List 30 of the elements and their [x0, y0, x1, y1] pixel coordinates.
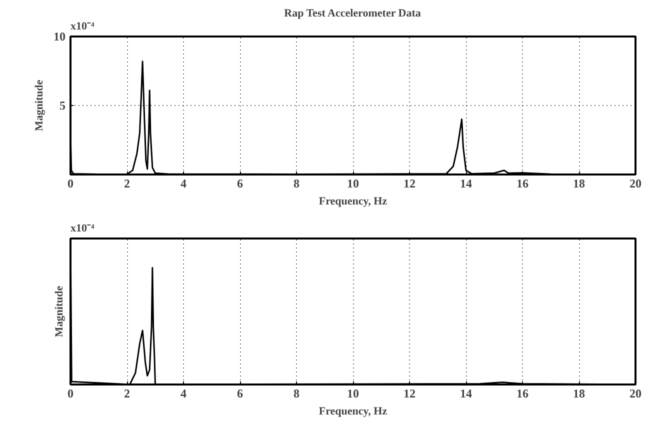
text: x10⁻⁴	[70, 20, 95, 32]
x-tick-label: 8	[294, 386, 300, 400]
x-tick-label: 2	[124, 386, 130, 400]
x-tick-label: 6	[237, 386, 243, 400]
chart-title: Rap Test Accelerometer Data	[284, 8, 422, 20]
x-tick-label: 0	[68, 386, 74, 400]
y-axis-title: Magnitude	[54, 286, 66, 338]
x-axis-title: Frequency, Hz	[318, 406, 388, 418]
x-tick-label: 4	[180, 386, 186, 400]
y-axis-title: Magnitude	[34, 80, 46, 132]
x-tick-label: 16	[516, 176, 528, 190]
x-axis-title: Frequency, Hz	[318, 196, 388, 208]
x-tick-label: 18	[573, 386, 585, 400]
x-tick-label: 14	[460, 176, 472, 190]
x-tick-label: 10	[347, 386, 359, 400]
x-tick-label: 14	[460, 386, 472, 400]
x-tick-label: 16	[516, 386, 528, 400]
x-tick-label: 18	[573, 176, 585, 190]
text: x10⁻⁴	[70, 222, 95, 234]
x-tick-label: 6	[237, 176, 243, 190]
x-tick-label: 12	[404, 386, 416, 400]
x-tick-label: 20	[630, 386, 642, 400]
x-tick-label: 20	[630, 176, 642, 190]
x-tick-label: 10	[347, 176, 359, 190]
x-tick-label: 4	[180, 176, 186, 190]
x-tick-label: 8	[294, 176, 300, 190]
x-tick-label: 2	[124, 176, 130, 190]
y-tick-label: 5	[60, 98, 66, 112]
x-tick-label: 12	[404, 176, 416, 190]
x-tick-label: 0	[68, 176, 74, 190]
